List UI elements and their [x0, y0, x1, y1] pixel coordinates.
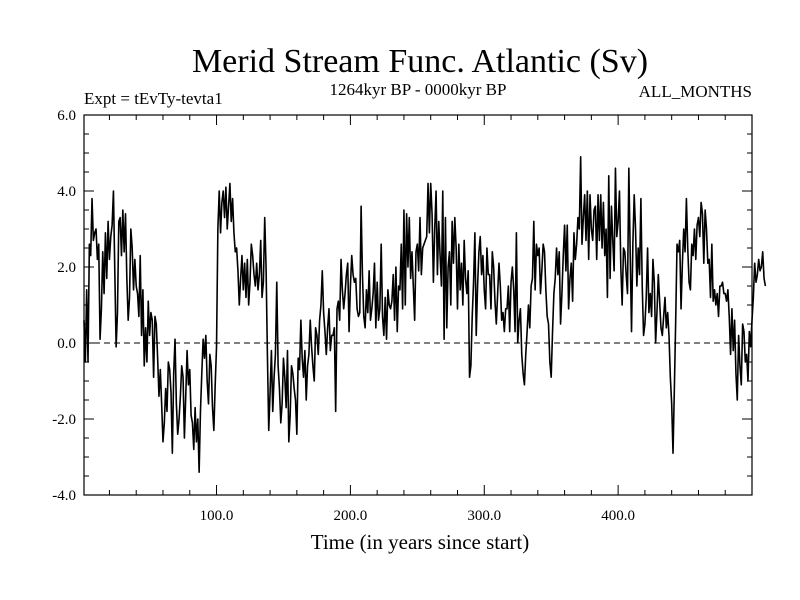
y-tick-label: 6.0	[57, 108, 76, 124]
period-label: 1264kyr BP - 0000kyr BP	[330, 80, 507, 99]
y-tick-label: 4.0	[57, 184, 76, 200]
chart-title: Merid Stream Func. Atlantic (Sv)	[192, 43, 648, 80]
x-tick-label: 300.0	[467, 508, 501, 524]
experiment-label: Expt = tEvTy-tevta1	[84, 89, 223, 108]
x-tick-label: 100.0	[200, 508, 234, 524]
x-tick-label: 400.0	[601, 508, 635, 524]
series-line	[83, 156, 767, 474]
y-tick-label: -4.0	[52, 488, 76, 504]
y-tick-label: 2.0	[57, 260, 76, 276]
y-axis: -4.0 -2.0 0.0 2.0 4.0 6.0	[52, 108, 752, 504]
x-axis: 100.0 200.0 300.0 400.0	[108, 115, 726, 524]
x-axis-label: Time (in years since start)	[311, 530, 530, 554]
season-label: ALL_MONTHS	[639, 82, 752, 101]
x-tick-label: 200.0	[334, 508, 368, 524]
y-tick-label: -2.0	[52, 412, 76, 428]
y-tick-label: 0.0	[57, 336, 76, 352]
